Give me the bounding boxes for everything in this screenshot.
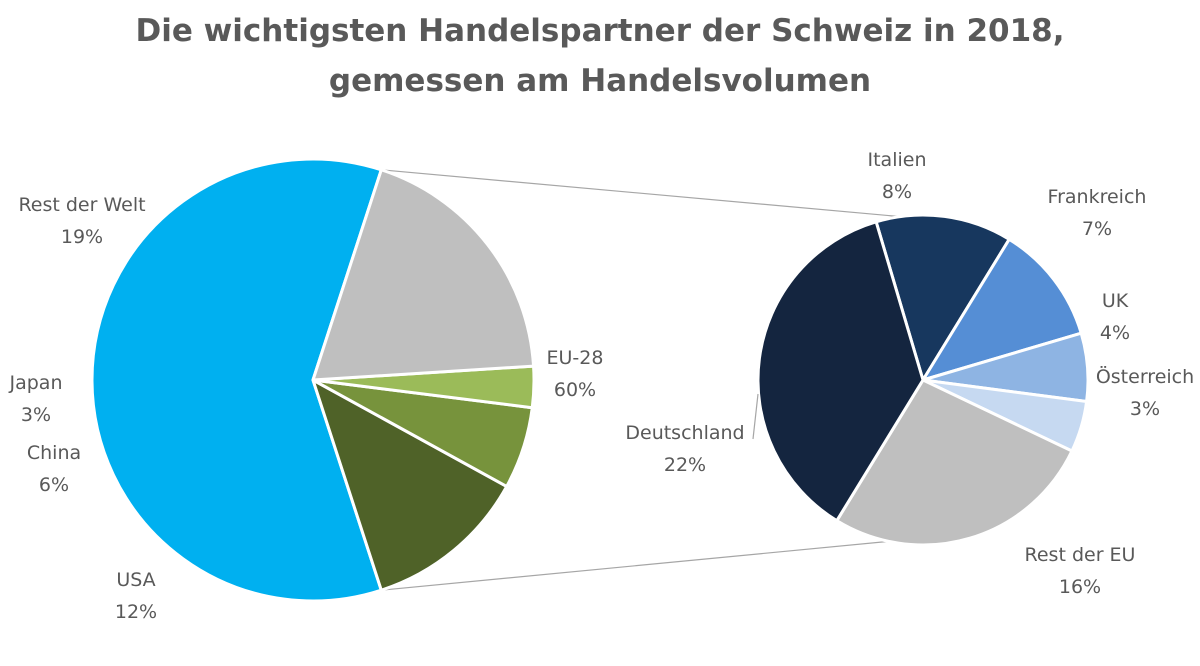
main-pie — [90, 157, 536, 603]
connector-line-top — [381, 169, 901, 218]
connector-lines — [381, 169, 901, 591]
slice-label-uk: UK 4% — [1100, 290, 1130, 344]
slice-label-eu-28: EU-28 60% — [547, 347, 604, 401]
leader-line-deutschland — [752, 393, 759, 440]
slice-label-china: China 6% — [27, 442, 81, 496]
slice-label-oesterreich: Österreich 3% — [1096, 365, 1194, 420]
chart-title: Die wichtigsten Handelspartner der Schwe… — [0, 6, 1200, 106]
slice-label-italien: Italien 8% — [868, 149, 927, 203]
main-slice-eu-28 — [90, 157, 383, 603]
slice-label-frankreich: Frankreich 7% — [1048, 186, 1147, 240]
slice-label-usa: USA 12% — [115, 569, 157, 623]
detail-pie — [756, 213, 1090, 547]
slice-label-japan: Japan 3% — [9, 372, 63, 426]
chart-title-line-1: Die wichtigsten Handelspartner der Schwe… — [135, 13, 1065, 49]
main-slice-rest-der-welt — [311, 168, 536, 382]
detail-slice-italien — [874, 213, 1011, 382]
main-slice-usa — [311, 378, 509, 592]
detail-slice-rest-der-eu — [835, 378, 1074, 547]
slice-label-rest-der-welt: Rest der Welt 19% — [18, 194, 145, 248]
slice-labels: EU-28 60% USA 12% China 6% Japan 3% Rest der Wel… — [9, 149, 1195, 623]
chart-title-line-2: gemessen am Handelsvolumen — [328, 63, 872, 99]
connector-line-bottom — [381, 540, 889, 591]
detail-slice-deutschland — [756, 220, 925, 523]
slice-label-rest-der-eu: Rest der EU 16% — [1025, 544, 1136, 598]
slice-label-deutschland: Deutschland 22% — [625, 422, 744, 476]
